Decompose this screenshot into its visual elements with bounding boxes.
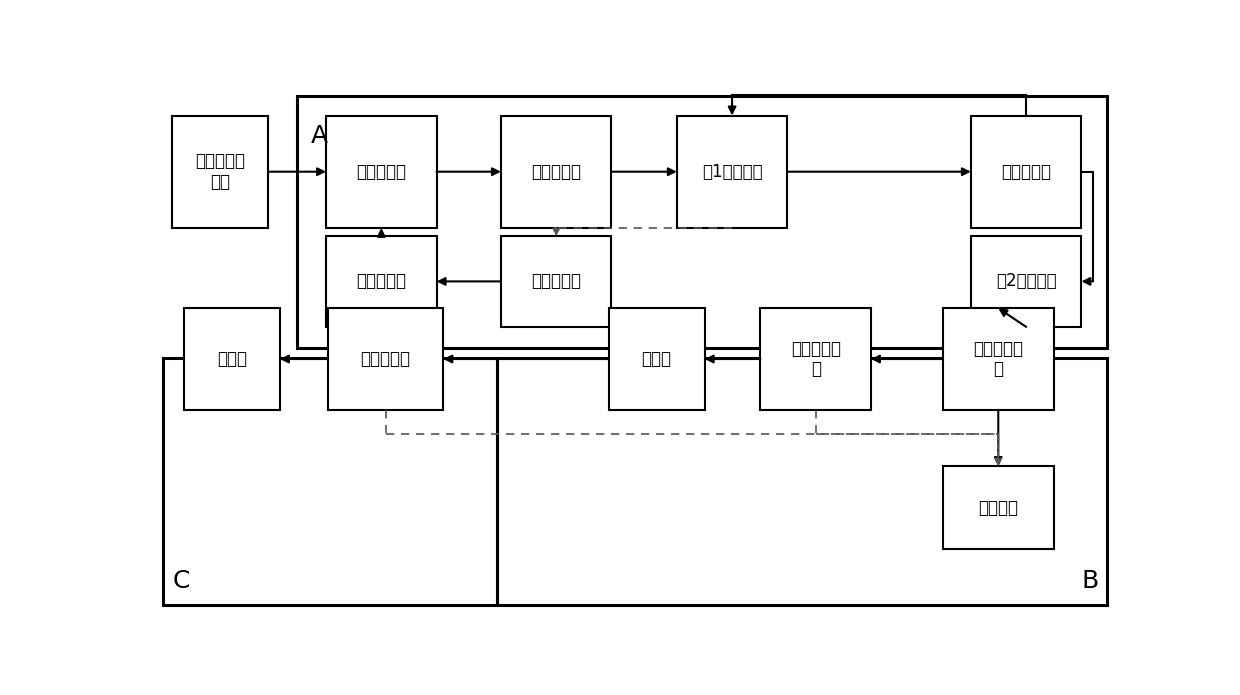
Text: 板框压滤机: 板框压滤机	[356, 272, 407, 291]
FancyBboxPatch shape	[760, 308, 870, 410]
Text: 第1中间水池: 第1中间水池	[702, 163, 763, 181]
FancyBboxPatch shape	[677, 115, 787, 228]
FancyBboxPatch shape	[501, 236, 611, 327]
Text: 回用水箱: 回用水箱	[978, 498, 1018, 516]
Text: B: B	[1081, 569, 1099, 593]
FancyBboxPatch shape	[172, 115, 268, 228]
Text: C: C	[172, 569, 190, 593]
FancyBboxPatch shape	[184, 308, 280, 410]
FancyBboxPatch shape	[609, 308, 704, 410]
Text: A: A	[311, 124, 327, 147]
FancyBboxPatch shape	[327, 308, 444, 410]
Text: 浓水箱: 浓水箱	[641, 350, 672, 368]
Text: 蒸发结晶器: 蒸发结晶器	[361, 350, 410, 368]
FancyBboxPatch shape	[942, 466, 1054, 549]
FancyBboxPatch shape	[971, 115, 1081, 228]
Text: 一级反渗透
膜: 一级反渗透 膜	[973, 340, 1023, 378]
Text: 第2中间水池: 第2中间水池	[996, 272, 1056, 291]
Text: 污泥收集池: 污泥收集池	[531, 272, 582, 291]
FancyBboxPatch shape	[326, 236, 436, 327]
Text: 废水调节池: 废水调节池	[356, 163, 407, 181]
Text: 斜板沉降池: 斜板沉降池	[531, 163, 582, 181]
FancyBboxPatch shape	[326, 115, 436, 228]
Text: 结晶盐: 结晶盐	[217, 350, 247, 368]
Text: 二级反渗透
膜: 二级反渗透 膜	[791, 340, 841, 378]
FancyBboxPatch shape	[942, 308, 1054, 410]
FancyBboxPatch shape	[971, 236, 1081, 327]
Text: 管式微滤膜: 管式微滤膜	[1001, 163, 1052, 181]
FancyBboxPatch shape	[501, 115, 611, 228]
Text: 催化剂再生
废水: 催化剂再生 废水	[196, 152, 246, 191]
